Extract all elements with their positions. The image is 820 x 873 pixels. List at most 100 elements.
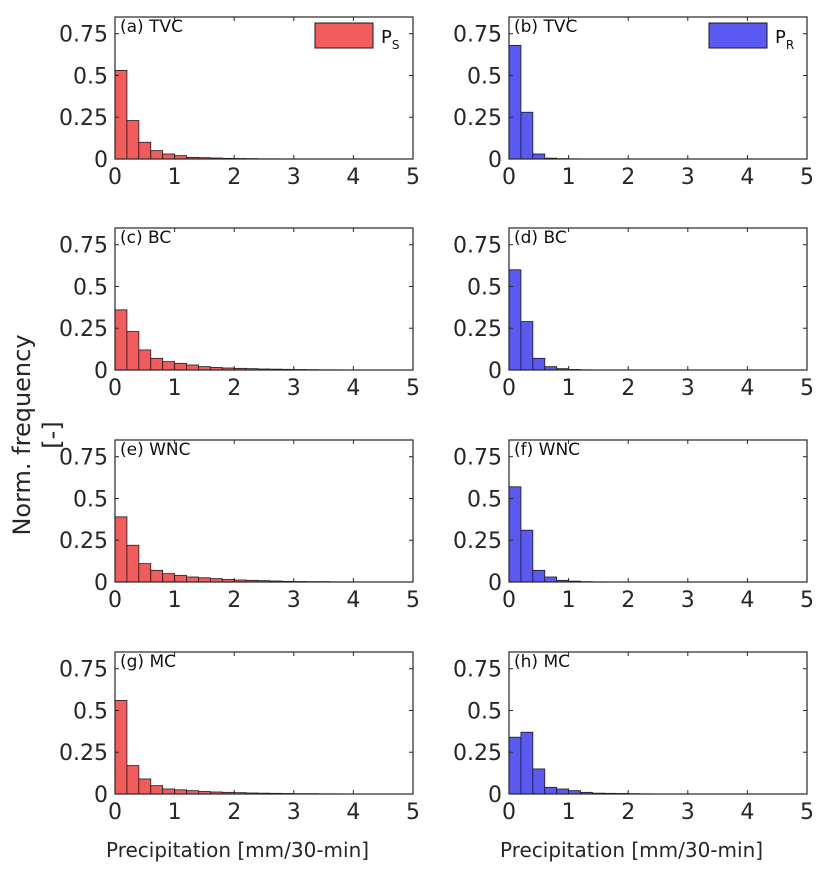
x-tick-label: 4 xyxy=(346,588,360,613)
y-tick-label: 0.25 xyxy=(59,317,108,342)
panel-label: (d) BC xyxy=(514,228,567,248)
x-tick-label: 3 xyxy=(287,165,301,190)
x-tick-label: 0 xyxy=(502,800,516,825)
y-tick-label: 0.75 xyxy=(453,446,502,471)
legend-label: PS xyxy=(381,27,399,52)
x-tick-label: 4 xyxy=(740,376,754,401)
histogram-bar xyxy=(115,310,127,370)
histogram-bar xyxy=(545,787,557,794)
x-tick-label: 2 xyxy=(227,800,241,825)
y-tick-label: 0.25 xyxy=(453,106,502,131)
histogram-bar xyxy=(151,151,163,159)
x-tick-label: 2 xyxy=(227,376,241,401)
histogram-bar xyxy=(198,578,210,582)
y-tick-label: 0 xyxy=(94,571,108,596)
histogram-bar xyxy=(151,570,163,582)
y-tick-label: 0.75 xyxy=(453,658,502,683)
y-tick-label: 0.5 xyxy=(73,487,108,512)
histogram-bar xyxy=(127,545,139,582)
x-tick-label: 0 xyxy=(108,588,122,613)
y-tick-label: 0.5 xyxy=(73,64,108,89)
x-tick-label: 2 xyxy=(621,588,635,613)
histogram-bar xyxy=(127,332,139,370)
histogram-bar xyxy=(151,786,163,794)
histogram-bar xyxy=(175,363,187,370)
x-tick-label: 5 xyxy=(800,165,814,190)
histogram-bar xyxy=(521,112,533,159)
axes-box xyxy=(509,652,807,794)
y-tick-label: 0 xyxy=(94,359,108,384)
histogram-bar xyxy=(139,142,151,159)
x-tick-label: 4 xyxy=(346,800,360,825)
panel-label: (h) MC xyxy=(514,652,570,672)
x-tick-label: 0 xyxy=(502,588,516,613)
x-tick-label: 1 xyxy=(168,376,182,401)
x-tick-label: 5 xyxy=(800,376,814,401)
histogram-bar xyxy=(139,779,151,794)
histogram-bar xyxy=(545,577,557,582)
x-tick-label: 3 xyxy=(681,376,695,401)
x-tick-label: 2 xyxy=(621,800,635,825)
y-tick-label: 0.25 xyxy=(59,529,108,554)
x-tick-label: 3 xyxy=(681,165,695,190)
x-tick-label: 5 xyxy=(406,588,420,613)
histogram-bar xyxy=(139,564,151,582)
x-tick-label: 3 xyxy=(287,376,301,401)
panel-label: (b) TVC xyxy=(514,17,577,37)
y-tick-label: 0.5 xyxy=(467,275,502,300)
y-tick-label: 0 xyxy=(94,148,108,173)
y-tick-label: 0.25 xyxy=(59,741,108,766)
y-tick-label: 0.75 xyxy=(59,446,108,471)
y-tick-label: 0 xyxy=(488,783,502,808)
histogram-bar xyxy=(139,350,151,370)
y-tick-label: 0.5 xyxy=(467,699,502,724)
panel-label: (c) BC xyxy=(120,228,171,248)
x-tick-label: 4 xyxy=(346,165,360,190)
x-tick-label: 5 xyxy=(406,165,420,190)
histogram-bar xyxy=(533,769,545,794)
x-tick-label: 0 xyxy=(108,165,122,190)
histogram-bar xyxy=(127,121,139,159)
panel-label: (g) MC xyxy=(120,652,176,672)
legend-swatch xyxy=(315,23,373,48)
x-tick-label: 2 xyxy=(621,376,635,401)
x-tick-label: 3 xyxy=(287,588,301,613)
x-tick-label: 4 xyxy=(740,800,754,825)
y-tick-label: 0 xyxy=(488,148,502,173)
y-tick-label: 0.5 xyxy=(467,487,502,512)
histogram-bar xyxy=(175,575,187,582)
histogram-bar xyxy=(533,358,545,370)
y-tick-label: 0 xyxy=(94,783,108,808)
shared-y-axis-label: Norm. frequency [-] xyxy=(7,325,37,545)
histogram-bar xyxy=(175,790,187,794)
y-tick-label: 0.5 xyxy=(73,275,108,300)
histogram-bar xyxy=(115,700,127,794)
y-tick-label: 0.75 xyxy=(453,23,502,48)
x-tick-label: 0 xyxy=(108,800,122,825)
x-tick-label: 2 xyxy=(227,165,241,190)
panel-label: (a) TVC xyxy=(120,17,183,37)
axes-box xyxy=(115,440,413,582)
histogram-bar xyxy=(151,358,163,370)
y-tick-label: 0.5 xyxy=(467,64,502,89)
x-tick-label: 1 xyxy=(562,376,576,401)
x-tick-label: 2 xyxy=(621,165,635,190)
x-tick-label: 3 xyxy=(681,588,695,613)
histogram-bar xyxy=(115,70,127,159)
histogram-bar xyxy=(509,487,521,582)
histogram-bar xyxy=(163,789,175,794)
histogram-bar xyxy=(163,574,175,582)
y-tick-label: 0.25 xyxy=(453,529,502,554)
histogram-bar xyxy=(533,154,545,159)
x-tick-label: 1 xyxy=(168,588,182,613)
histogram-bar xyxy=(521,732,533,794)
x-tick-label: 1 xyxy=(562,800,576,825)
y-tick-label: 0 xyxy=(488,571,502,596)
